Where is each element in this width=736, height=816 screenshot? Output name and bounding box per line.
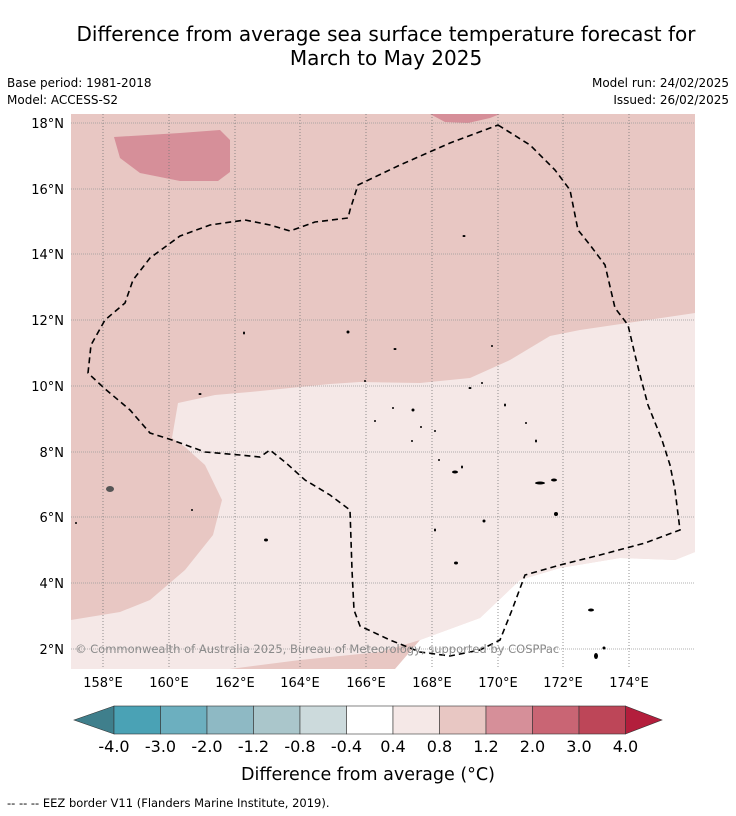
colorbar-cell <box>346 705 394 735</box>
colorbar-tick-label: -0.8 <box>284 737 315 756</box>
colorbar-cell <box>253 705 301 735</box>
lon-label: 158°E <box>83 676 123 691</box>
colorbar-cells <box>73 705 663 735</box>
lon-label: 174°E <box>609 676 649 691</box>
colorbar-cell <box>113 705 161 735</box>
colorbar-tick-label: -2.0 <box>191 737 222 756</box>
colorbar-tick-label: 3.0 <box>566 737 591 756</box>
colorbar-extend-low <box>73 705 115 735</box>
colorbar-ticks: -4.0 -3.0 -2.0 -1.2 -0.8 -0.4 0.4 0.8 1.2 2.0 3.0 4… <box>98 737 638 756</box>
model-name: Model: ACCESS-S2 <box>7 93 119 107</box>
lat-label: 8°N <box>40 446 65 461</box>
lat-label: 16°N <box>31 183 64 198</box>
chart-title: Difference from average sea surface temp… <box>40 22 732 70</box>
lon-label: 168°E <box>412 676 452 691</box>
colorbar-tick-label: 4.0 <box>613 737 638 756</box>
colorbar-cell <box>160 705 208 735</box>
colorbar-cell <box>485 705 533 735</box>
lat-label: 6°N <box>40 511 65 526</box>
anomaly-patch-1.2-2.0-north <box>430 114 500 123</box>
eez-line-symbol: -- -- -- <box>7 796 40 810</box>
colorbar-tick-label: 0.8 <box>427 737 452 756</box>
colorbar-tick-label: 1.2 <box>473 737 498 756</box>
latitude-labels: 18°N 16°N 14°N 12°N 10°N 8°N 6°N 4°N 2°N <box>31 117 64 658</box>
lon-label: 170°E <box>478 676 518 691</box>
lat-label: 10°N <box>31 380 64 395</box>
lat-label: 2°N <box>40 643 65 658</box>
lon-label: 166°E <box>346 676 386 691</box>
colorbar-tick-label: 0.4 <box>380 737 405 756</box>
model-run: Model run: 24/02/2025 <box>591 76 729 90</box>
meta-right: Model run: 24/02/2025 Issued: 26/02/2025 <box>592 75 729 109</box>
colorbar-label: Difference from average (°C) <box>241 765 495 785</box>
lon-label: 162°E <box>215 676 255 691</box>
copyright-text: © Commonwealth of Australia 2025, Bureau… <box>75 642 559 656</box>
colorbar-cell <box>206 705 254 735</box>
colorbar-tick-label: -1.2 <box>238 737 269 756</box>
colorbar-cell <box>299 705 347 735</box>
colorbar-cell <box>578 705 626 735</box>
lat-label: 14°N <box>31 248 64 263</box>
colorbar-extend-high <box>625 705 663 735</box>
map-area: © Commonwealth of Australia 2025, Bureau… <box>71 114 695 669</box>
lat-label: 12°N <box>31 314 64 329</box>
base-period: Base period: 1981-2018 <box>7 76 152 90</box>
eez-border <box>87 124 681 657</box>
issued-date: Issued: 26/02/2025 <box>613 93 729 107</box>
grid-lines <box>71 114 695 669</box>
colorbar-tick-label: -0.4 <box>331 737 362 756</box>
eez-legend-text: EEZ border V11 (Flanders Marine Institut… <box>42 796 330 810</box>
lon-label: 172°E <box>543 676 583 691</box>
lat-label: 18°N <box>31 117 64 132</box>
lat-label: 4°N <box>40 577 65 592</box>
title-line-2: March to May 2025 <box>289 46 483 70</box>
map-figure: © Commonwealth of Australia 2025, Bureau… <box>31 114 695 691</box>
colorbar-tick-label: -4.0 <box>98 737 129 756</box>
longitude-labels: 158°E 160°E 162°E 164°E 166°E 168°E 170°… <box>83 676 649 691</box>
title-line-1: Difference from average sea surface temp… <box>76 22 696 46</box>
colorbar-tick-label: -3.0 <box>145 737 176 756</box>
colorbar-cell <box>392 705 440 735</box>
lon-label: 164°E <box>280 676 320 691</box>
colorbar: -4.0 -3.0 -2.0 -1.2 -0.8 -0.4 0.4 0.8 1.2 2.0 3.0 4… <box>73 705 663 785</box>
colorbar-cell <box>532 705 580 735</box>
colorbar-tick-label: 2.0 <box>520 737 545 756</box>
lon-label: 160°E <box>149 676 189 691</box>
legend-eez: -- -- -- EEZ border V11 (Flanders Marine… <box>7 796 330 810</box>
anomaly-patch-1.2-2.0-west <box>114 130 230 181</box>
anomaly-band-0.4-0.8 <box>71 313 695 669</box>
anomaly-band-near-zero <box>395 552 695 669</box>
colorbar-cell <box>439 705 487 735</box>
meta-left: Base period: 1981-2018 Model: ACCESS-S2 <box>7 75 152 109</box>
islands <box>75 235 606 659</box>
